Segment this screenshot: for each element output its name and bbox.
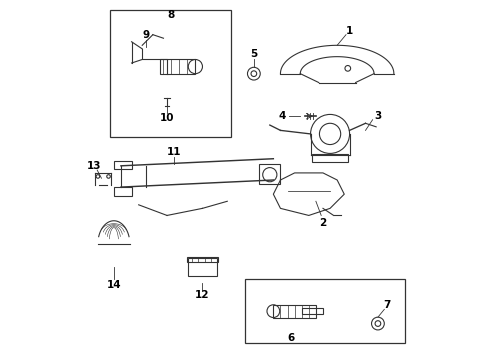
Bar — [187, 257, 219, 262]
Bar — [273, 305, 316, 318]
Text: 3: 3 — [374, 111, 382, 121]
Text: 13: 13 — [87, 161, 101, 171]
Text: 6: 6 — [288, 333, 294, 343]
Text: 1: 1 — [346, 26, 353, 36]
Text: 7: 7 — [383, 300, 391, 310]
Text: 8: 8 — [167, 10, 174, 20]
Bar — [259, 164, 280, 184]
Text: 12: 12 — [195, 290, 210, 300]
Text: 2: 2 — [319, 217, 327, 228]
Text: 4: 4 — [278, 111, 286, 121]
Text: 11: 11 — [167, 147, 181, 157]
Text: 5: 5 — [250, 49, 257, 59]
Text: 14: 14 — [106, 280, 121, 289]
Bar — [114, 161, 132, 169]
Bar — [188, 258, 217, 276]
Text: 10: 10 — [160, 113, 174, 123]
Bar — [114, 187, 132, 196]
Text: 9: 9 — [142, 30, 149, 40]
Bar — [312, 154, 348, 162]
Bar — [245, 279, 405, 343]
Bar — [302, 308, 323, 314]
Bar — [160, 59, 196, 74]
Bar — [110, 10, 231, 138]
